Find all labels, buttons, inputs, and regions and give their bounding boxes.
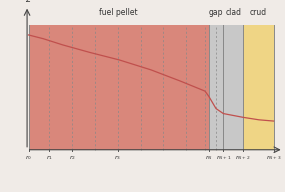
Text: clad: clad bbox=[225, 8, 241, 17]
Bar bbox=[28, 25, 209, 150]
Text: $r_0$: $r_0$ bbox=[25, 153, 32, 162]
Text: fuel pellet: fuel pellet bbox=[99, 8, 138, 17]
Text: z: z bbox=[25, 0, 29, 4]
Bar bbox=[209, 25, 223, 150]
Text: $r_{N+3}$: $r_{N+3}$ bbox=[266, 153, 281, 162]
Bar bbox=[223, 25, 243, 150]
Bar bbox=[243, 25, 274, 150]
Text: gap: gap bbox=[209, 8, 223, 17]
Text: $r_{N+2}$: $r_{N+2}$ bbox=[235, 153, 251, 162]
Text: $r_{N+1}$: $r_{N+1}$ bbox=[215, 153, 231, 162]
Text: $r_N$: $r_N$ bbox=[205, 153, 213, 162]
Text: $r_3$: $r_3$ bbox=[114, 153, 121, 162]
Text: crud: crud bbox=[250, 8, 267, 17]
Text: $r_2$: $r_2$ bbox=[69, 153, 76, 162]
Text: $r_1$: $r_1$ bbox=[46, 153, 53, 162]
